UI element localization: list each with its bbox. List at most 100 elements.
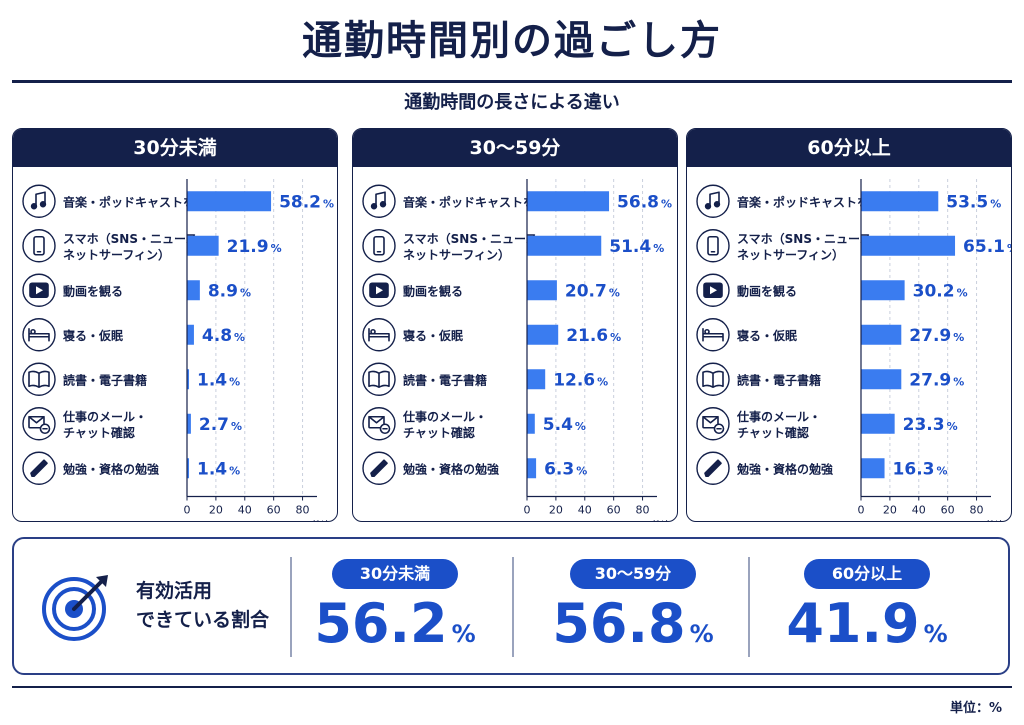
panel-title: 30分未満 [13,129,337,167]
bar [527,235,602,256]
book-icon [362,362,396,396]
mail-chat-icon [22,407,56,441]
category-label: 読書・電子書籍 [737,372,821,387]
data-label: 21.9% [227,237,282,257]
rate-number: 56.2 [314,592,448,655]
category-label: 寝る・仮眠 [63,328,123,343]
bar [187,235,219,256]
category-label: スマホ（SNS・ニュース・ [737,231,883,246]
tick-label: 40 [238,504,252,517]
bar [527,280,557,301]
chart-panel-60-plus: 60分以上 音楽・ポッドキャストを聴く 53.5% スマホ（SNS・ニュース・ ネット… [686,128,1012,522]
pencil-icon [362,451,396,485]
summary-label: 有効活用 できている割合 [136,577,296,635]
bar [187,369,190,390]
effective-rate-value: 41.9% [747,589,987,669]
category-label: チャット確認 [63,425,135,440]
page-subtitle: 通勤時間の長さによる違い [404,92,620,113]
data-label: 30.2% [913,281,968,301]
book-icon [22,362,56,396]
data-label: 4.8% [202,326,245,346]
category-label: ネットサーフィン） [403,247,510,262]
bar [187,413,191,434]
tick-label: 80 [970,504,984,517]
data-label: 27.9% [909,326,964,346]
bar-chart: 音楽・ポッドキャストを聴く 58.2 % スマホ（SNS・ニュース・ネットサーフィン）… [22,179,334,523]
data-label: 56.8% [617,192,672,212]
axis-unit-label: (%) [652,520,669,523]
bed-icon [362,318,396,352]
data-label: 65.1% [963,237,1012,257]
bar [187,191,272,212]
data-label: 8.9% [208,281,251,301]
category-label: ネットサーフィン） [737,247,844,262]
tick-label: 80 [296,504,310,517]
bar [527,369,546,390]
data-label: 16.3% [893,459,948,479]
bar [187,280,200,301]
axis-unit-label: (%) [312,520,329,523]
category-label: スマホ（SNS・ニュース・ [403,231,549,246]
bed-icon [696,318,730,352]
summary-label-line: 有効活用 [136,580,213,602]
category-label: 仕事のメール・ [736,409,821,424]
separator [512,557,514,657]
pencil-icon [696,451,730,485]
category-label: ネットサーフィン） [63,247,170,262]
data-label: 1.4% [197,459,240,479]
category-label: 動画を観る [737,283,797,298]
data-label: 27.9% [909,370,964,390]
tick-label: 80 [636,504,650,517]
data-label: 2.7% [199,415,242,435]
data-label: 1.4% [197,370,240,390]
bar [527,191,610,212]
bar [861,191,939,212]
page-title: 通勤時間別の過ごし方 [302,18,722,64]
smartphone-icon [22,229,56,263]
rate-unit: % [689,620,714,648]
tick-label: 60 [941,504,955,517]
category-label: 読書・電子書籍 [63,372,147,387]
chart-panel-30-59: 30〜59分 音楽・ポッドキャストを聴く 56.8% スマホ（SNS・ニュース・ ネッ… [352,128,678,522]
bar [527,324,559,345]
bar [861,280,905,301]
axis-unit-label: (%) [986,520,1003,523]
panel-title: 60分以上 [687,129,1011,167]
category-label: 動画を観る [403,283,463,298]
music-note-icon [696,184,730,218]
separator [748,557,750,657]
summary-label-line: できている割合 [136,609,270,631]
bar [861,235,956,256]
data-label: 20.7% [565,281,620,301]
category-label: 仕事のメール・ [62,409,147,424]
separator [290,557,292,657]
category-label: 音楽・ポッドキャストを聴く [737,194,893,209]
book-icon [696,362,730,396]
bar [527,413,535,434]
bar [187,324,194,345]
effective-rate-value: 56.8% [513,589,753,669]
music-note-icon [22,184,56,218]
rate-unit: % [451,620,476,648]
target-icon [42,575,108,641]
smartphone-icon [362,229,396,263]
tick-label: 0 [858,504,865,517]
mail-chat-icon [696,407,730,441]
category-label: 寝る・仮眠 [737,328,797,343]
tick-label: 20 [549,504,563,517]
effective-rate-value: 56.2% [275,589,515,669]
category-label: チャット確認 [737,425,809,440]
tick-label: 0 [184,504,191,517]
category-label: 音楽・ポッドキャストを聴く [403,194,559,209]
data-label: 5.4% [543,415,586,435]
tick-label: 60 [607,504,621,517]
data-label: 51.4% [609,237,664,257]
category-label: 動画を観る [63,283,123,298]
data-label: 58.2% [279,192,334,212]
category-label: チャット確認 [403,425,475,440]
mail-chat-icon [362,407,396,441]
tick-label: 40 [578,504,592,517]
video-play-icon [696,273,730,307]
video-play-icon [22,273,56,307]
category-label: 読書・電子書籍 [403,372,487,387]
